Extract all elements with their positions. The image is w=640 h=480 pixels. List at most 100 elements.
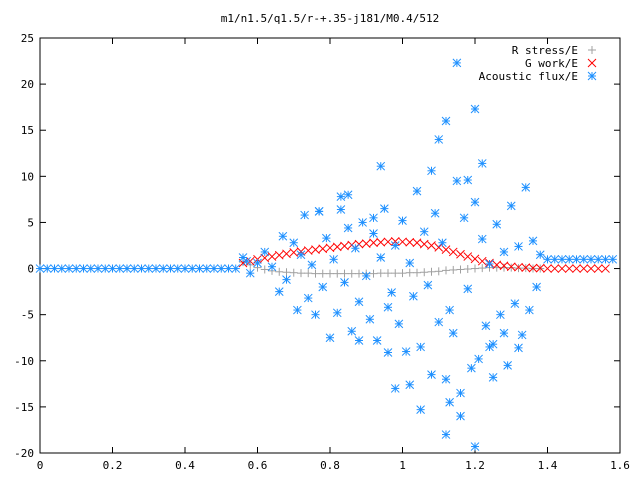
x-tick-label: 1 [399, 459, 406, 472]
y-tick-label: 5 [27, 216, 34, 229]
data-point [108, 264, 117, 273]
x-tick-label: 1.2 [465, 459, 485, 472]
data-point [369, 229, 378, 238]
data-point [514, 262, 523, 272]
data-point [456, 411, 465, 421]
data-point [314, 207, 324, 216]
data-point [420, 268, 429, 277]
x-axis: 0 0.2 0.4 0.6 0.8 1 1.2 1.4 1.6 [37, 38, 630, 472]
data-point [445, 397, 454, 407]
data-point [593, 264, 603, 273]
data-point [376, 161, 386, 171]
x-tick-label: 0 [37, 459, 44, 472]
data-point [427, 267, 436, 276]
x-tick-label: 0.2 [103, 459, 123, 472]
data-point [137, 264, 146, 273]
data-point [267, 262, 277, 272]
data-point [326, 269, 334, 278]
data-point [586, 264, 596, 273]
data-point [354, 336, 364, 345]
x-tick-label: 0.4 [175, 459, 195, 472]
y-tick-label: -20 [14, 447, 34, 460]
x-tick-label: 1.4 [538, 459, 558, 472]
data-point [329, 254, 338, 264]
data-point [369, 213, 378, 223]
data-point [42, 264, 52, 273]
data-point [158, 264, 168, 273]
data-point [340, 278, 349, 287]
data-point [500, 263, 508, 272]
data-point [278, 231, 288, 241]
data-point [86, 264, 96, 273]
data-point [318, 269, 327, 278]
data-point [390, 236, 400, 246]
data-point [543, 254, 552, 264]
data-point [471, 264, 479, 273]
data-point [550, 254, 560, 264]
data-point [470, 254, 480, 264]
legend-marker [587, 71, 597, 81]
data-point [478, 264, 487, 273]
data-point [376, 237, 386, 247]
data-point [517, 330, 527, 340]
data-point [441, 245, 451, 255]
data-point [463, 284, 473, 294]
data-point [535, 263, 545, 273]
data-point [253, 258, 262, 268]
data-point [448, 328, 458, 338]
series-2 [35, 58, 618, 451]
data-point [303, 246, 313, 255]
data-point [401, 347, 411, 356]
data-point [93, 264, 103, 273]
data-point [419, 239, 429, 249]
data-point [423, 280, 433, 290]
chart-title: m1/n1.5/q1.5/r-+.35-j181/M0.4/512 [221, 12, 440, 25]
legend-marker [587, 58, 597, 68]
data-point [173, 264, 183, 273]
y-tick-label: 15 [21, 124, 34, 137]
data-point [521, 183, 531, 192]
data-point [180, 264, 190, 273]
data-point [122, 264, 132, 273]
data-point [608, 254, 618, 264]
data-point [416, 342, 425, 352]
data-point [332, 242, 342, 252]
data-point [452, 176, 462, 186]
series-layer [35, 58, 618, 451]
data-point [485, 342, 494, 352]
data-point [296, 250, 306, 260]
data-point [412, 238, 422, 248]
data-point [365, 314, 375, 324]
data-point [434, 135, 444, 144]
data-point [398, 237, 407, 247]
data-point [434, 242, 444, 252]
data-point [351, 243, 360, 253]
legend-label: G work/E [525, 57, 578, 70]
data-point [441, 430, 451, 439]
data-point [477, 234, 487, 244]
data-point [510, 299, 520, 308]
legend-label: R stress/E [512, 44, 578, 57]
data-point [282, 268, 291, 277]
data-point [376, 269, 385, 278]
data-point [572, 264, 581, 273]
data-point [419, 227, 429, 237]
data-point [282, 249, 291, 259]
data-point [543, 264, 552, 273]
data-point [499, 328, 509, 338]
data-point [209, 264, 219, 273]
data-point [347, 269, 356, 278]
data-point [231, 264, 241, 273]
data-point [311, 245, 320, 255]
y-axis: -20 -15 -10 -5 0 5 10 15 20 25 [14, 32, 620, 460]
data-point [311, 310, 320, 320]
data-point [195, 264, 204, 273]
x-tick-label: 1.6 [610, 459, 630, 472]
data-point [64, 264, 74, 273]
data-point [318, 282, 328, 292]
data-point [129, 264, 139, 273]
data-point [383, 348, 393, 357]
data-point [463, 265, 472, 274]
data-point [318, 244, 328, 254]
